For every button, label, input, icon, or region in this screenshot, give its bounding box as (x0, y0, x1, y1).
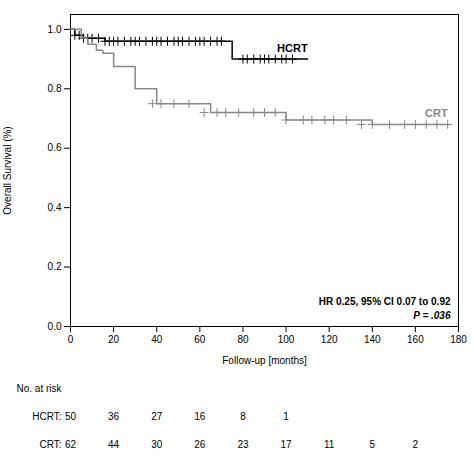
svg-text:CRT: CRT (425, 107, 448, 119)
svg-text:60: 60 (194, 334, 206, 345)
svg-text:2: 2 (413, 439, 419, 450)
svg-text:P = .036: P = .036 (413, 310, 451, 321)
svg-text:23: 23 (237, 439, 249, 450)
svg-text:44: 44 (108, 439, 120, 450)
svg-text:30: 30 (151, 439, 163, 450)
svg-text:0.0: 0.0 (48, 321, 62, 332)
svg-text:27: 27 (151, 411, 163, 422)
svg-text:0.8: 0.8 (48, 83, 62, 94)
svg-text:50: 50 (65, 411, 77, 422)
svg-text:1.0: 1.0 (48, 24, 62, 35)
svg-text:1: 1 (283, 411, 289, 422)
svg-text:17: 17 (280, 439, 292, 450)
svg-text:Overall Survival (%): Overall Survival (%) (2, 126, 13, 214)
svg-text:0.4: 0.4 (48, 202, 62, 213)
svg-text:11: 11 (324, 439, 335, 450)
svg-text:5: 5 (369, 439, 375, 450)
svg-text:16: 16 (194, 411, 206, 422)
svg-text:0.6: 0.6 (48, 142, 62, 153)
svg-text:HCRT: HCRT (277, 42, 308, 54)
svg-text:36: 36 (108, 411, 120, 422)
svg-text:140: 140 (364, 334, 381, 345)
svg-text:Follow-up [months]: Follow-up [months] (222, 355, 307, 366)
svg-text:26: 26 (194, 439, 206, 450)
svg-text:120: 120 (321, 334, 338, 345)
svg-text:0.2: 0.2 (48, 261, 62, 272)
svg-text:40: 40 (151, 334, 163, 345)
svg-text:80: 80 (237, 334, 249, 345)
svg-text:HCRT:: HCRT: (32, 411, 61, 422)
svg-text:No. at risk: No. at risk (16, 383, 62, 394)
svg-text:CRT:: CRT: (39, 439, 61, 450)
svg-text:62: 62 (65, 439, 77, 450)
svg-text:HR 0.25, 95% CI 0.07 to 0.92: HR 0.25, 95% CI 0.07 to 0.92 (319, 296, 451, 307)
svg-text:100: 100 (278, 334, 295, 345)
svg-text:160: 160 (407, 334, 424, 345)
svg-text:180: 180 (450, 334, 467, 345)
svg-text:8: 8 (240, 411, 246, 422)
svg-text:0: 0 (68, 334, 74, 345)
svg-text:20: 20 (108, 334, 120, 345)
